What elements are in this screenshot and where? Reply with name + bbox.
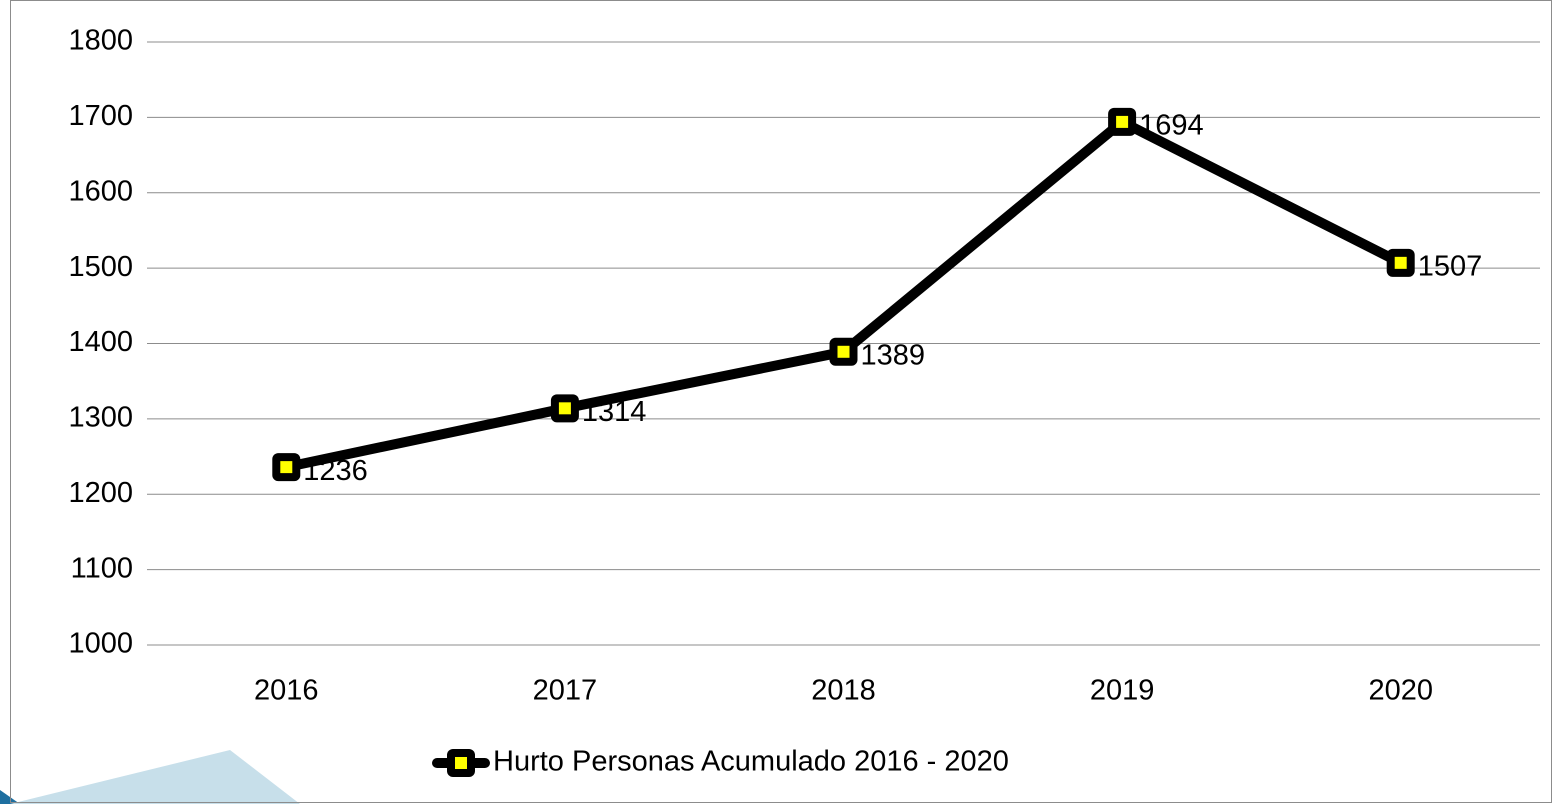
y-tick-label: 1600 [68, 175, 133, 207]
y-tick-label: 1100 [71, 552, 133, 584]
y-tick-label: 1300 [68, 402, 133, 434]
marker-inner [455, 757, 467, 769]
marker [1386, 248, 1415, 277]
decoration [10, 750, 300, 804]
marker-inner [1116, 115, 1129, 128]
marker [1108, 107, 1137, 136]
x-tick-label: 2016 [254, 675, 319, 707]
marker-inner [1394, 256, 1407, 269]
legend-label: Hurto Personas Acumulado 2016 - 2020 [493, 746, 1009, 778]
y-tick-label: 1800 [68, 25, 133, 57]
line [285, 116, 1403, 473]
plot: 1236 1314 1389 1694 1507 Hurto Personas Acumu… [272, 107, 1483, 778]
x-tick-label: 2017 [533, 675, 598, 707]
data-label: 1314 [582, 396, 647, 428]
y-tick-label: 1400 [68, 326, 133, 358]
y-tick-label: 1200 [68, 477, 133, 509]
legend-marker [447, 749, 475, 777]
marker [829, 337, 858, 366]
marker-inner [837, 345, 850, 358]
x-tick-label: 2020 [1368, 675, 1433, 707]
y-tick-label: 1500 [68, 251, 133, 283]
chart-border [10, 0, 1552, 803]
grid [147, 41, 1540, 646]
y-tick-label: 1700 [68, 100, 133, 132]
x-tick-label: 2018 [811, 675, 876, 707]
data-label: 1389 [861, 339, 926, 371]
data-label: 1236 [303, 455, 368, 487]
marker [550, 394, 579, 423]
data-label: 1694 [1139, 110, 1204, 142]
data-label: 1507 [1418, 251, 1483, 283]
y-tick-label: 1000 [68, 628, 133, 660]
marker [272, 453, 301, 482]
marker-inner [280, 461, 293, 474]
x-tick-label: 2019 [1090, 675, 1155, 707]
marker-inner [558, 402, 571, 415]
